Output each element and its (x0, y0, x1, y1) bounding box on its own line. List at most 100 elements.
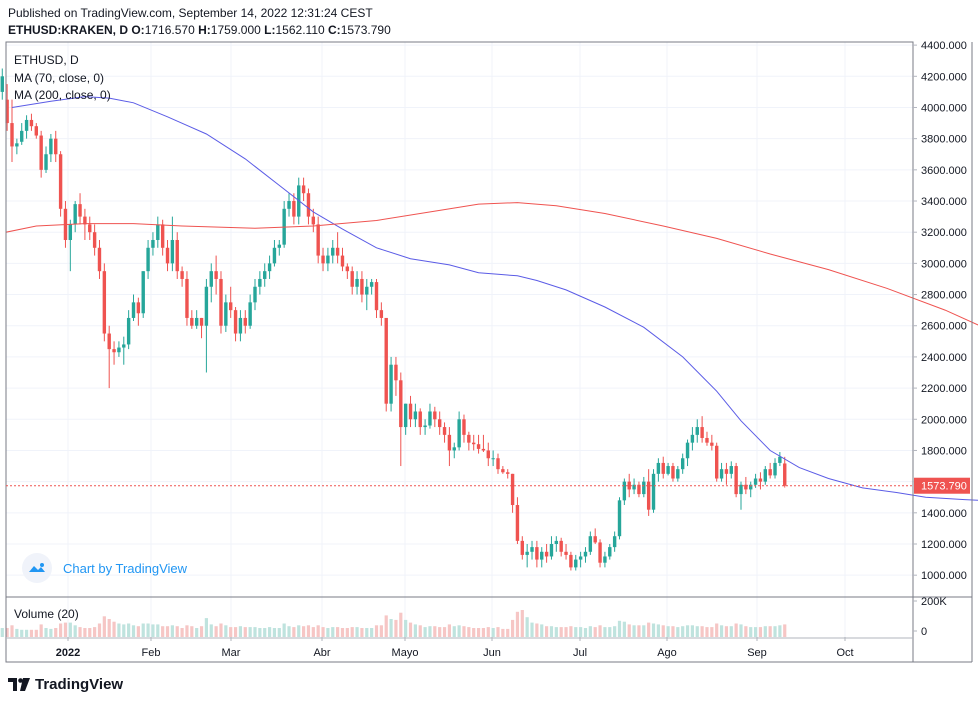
candle (253, 278, 257, 311)
candle (685, 439, 690, 467)
candle (258, 271, 262, 295)
candle-body (190, 317, 194, 326)
y-tick-label: 1800.000 (921, 445, 967, 457)
candle-body (194, 317, 199, 326)
candle-body (92, 232, 97, 248)
candle-body (141, 271, 145, 314)
candle-body (112, 349, 116, 353)
candle (715, 442, 719, 482)
candle-body (68, 224, 73, 240)
y-tick-label: 2200.000 (921, 383, 967, 395)
candle (73, 201, 77, 233)
candle (569, 551, 573, 571)
candle-body (705, 437, 709, 443)
volume-bar (433, 626, 437, 637)
candle-body (535, 547, 539, 560)
candle (758, 472, 763, 490)
candle-body (345, 266, 350, 272)
candle (136, 297, 141, 326)
grid-lines (6, 42, 913, 637)
candle (710, 434, 714, 451)
volume-bar (59, 623, 63, 637)
volume-bar (705, 627, 709, 637)
volume-bar (146, 623, 150, 637)
volume-bar (365, 628, 369, 637)
chart-by-tradingview-badge[interactable]: Chart by TradingView (22, 553, 187, 583)
candle (593, 528, 597, 544)
volume-bar (690, 625, 694, 637)
candle-body (306, 193, 311, 217)
candle (379, 302, 384, 326)
price-axis[interactable]: 1000.0001200.0001400.0001600.0001800.000… (913, 40, 967, 582)
candle (301, 177, 306, 202)
legend-ma200[interactable]: MA (200, close, 0) (14, 88, 111, 102)
volume-bar (554, 627, 558, 637)
candle (287, 193, 291, 217)
legend-ma70[interactable]: MA (70, close, 0) (14, 71, 105, 85)
open-label: O: (131, 23, 145, 37)
volume-bar (632, 625, 636, 637)
x-tick-label: 2022 (56, 647, 80, 659)
volume-bar (627, 624, 631, 637)
candle-body (292, 201, 296, 217)
volume-bar (783, 624, 787, 637)
candle-body (160, 224, 165, 248)
volume-bar (442, 627, 447, 637)
candle-body (661, 462, 665, 474)
candle-body (131, 302, 136, 318)
volume-bar (326, 628, 330, 637)
candle (224, 294, 228, 332)
volume-bar (491, 628, 495, 637)
footer-brand[interactable]: TradingView (8, 676, 123, 693)
candle-body (578, 556, 583, 560)
volume-bar (535, 623, 539, 637)
time-axis[interactable]: 2022 Feb Mar Abr Mayo Jun Jul Ago Sep Oct (56, 637, 854, 659)
candle (622, 478, 627, 506)
candle (496, 453, 500, 474)
volume-bar (78, 627, 82, 637)
volume-bar (476, 628, 481, 637)
candle (506, 469, 510, 479)
candle (331, 239, 335, 264)
volume-bar (749, 627, 753, 637)
candle-body (413, 411, 418, 420)
candle-body (156, 224, 160, 240)
candle-body (272, 247, 277, 264)
close-value: 1573.790 (340, 23, 391, 37)
candle (651, 469, 656, 513)
y-tick-label: 3800.000 (921, 134, 967, 146)
candle-body (700, 427, 704, 438)
candle (627, 473, 631, 498)
candle (428, 403, 432, 429)
candle-body (331, 247, 335, 256)
candle-body (389, 364, 393, 404)
candle-body (214, 271, 218, 279)
legend-volume[interactable]: Volume (20) (14, 607, 79, 621)
volume-bar (297, 625, 301, 637)
candle (282, 201, 286, 248)
candle (525, 543, 529, 568)
volume-bar (438, 627, 442, 637)
volume-bar (93, 627, 97, 637)
candle (535, 540, 539, 568)
candle-body (340, 255, 345, 267)
volume-bar (656, 624, 660, 637)
candle (122, 336, 126, 365)
candle-body (243, 317, 247, 326)
candle (49, 133, 53, 163)
candle-body (384, 317, 388, 404)
volume-bar (321, 627, 325, 637)
candle (365, 278, 369, 311)
candle-body (15, 143, 19, 147)
candle (97, 239, 102, 279)
candle-body (608, 547, 612, 557)
candle (165, 239, 170, 272)
candle-body (277, 244, 281, 248)
volume-bar (117, 623, 121, 637)
volume-bar (617, 620, 622, 637)
ma70-line (11, 96, 978, 501)
candle (549, 536, 554, 560)
candle (739, 481, 743, 510)
candle (175, 232, 179, 279)
